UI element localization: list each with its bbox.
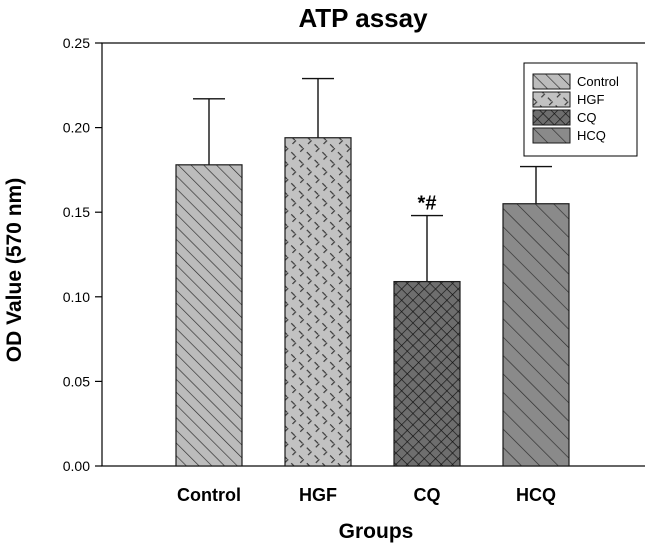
x-category-label-control: Control xyxy=(177,485,241,505)
legend-label-cq: CQ xyxy=(577,110,597,125)
legend: Control HGF CQ HCQ xyxy=(523,62,638,157)
y-tick-label: 0.20 xyxy=(63,120,90,136)
y-tick-label: 0.10 xyxy=(63,289,90,305)
chart-title: ATP assay xyxy=(298,3,428,33)
annotations: *# xyxy=(418,193,437,215)
legend-label-hgf: HGF xyxy=(577,92,605,107)
y-axis-ticks: 0.00 0.05 0.10 0.15 0.20 0.25 xyxy=(63,35,102,474)
x-category-label-hcq: HCQ xyxy=(516,485,556,505)
y-tick-label: 0.25 xyxy=(63,35,90,51)
y-tick-label: 0.00 xyxy=(63,458,90,474)
y-axis-label: OD Value (570 nm) xyxy=(3,178,26,362)
bar-hgf xyxy=(284,137,352,467)
x-axis-categories: Control HGF CQ HCQ xyxy=(177,485,556,505)
legend-label-hcq: HCQ xyxy=(577,128,606,143)
x-category-label-cq: CQ xyxy=(414,485,441,505)
legend-label-control: Control xyxy=(577,74,619,89)
bar-hcq xyxy=(502,203,570,467)
legend-swatch-cq xyxy=(532,109,571,126)
x-category-label-hgf: HGF xyxy=(299,485,337,505)
bar-control xyxy=(175,164,243,467)
y-tick-label: 0.15 xyxy=(63,204,90,220)
legend-swatch-hcq xyxy=(532,127,571,144)
significance-annotation: *# xyxy=(418,193,437,215)
legend-swatch-control xyxy=(532,73,571,90)
plot-frame xyxy=(101,42,645,467)
y-tick-label: 0.05 xyxy=(63,373,90,389)
bars xyxy=(175,77,570,467)
x-axis-label: Groups xyxy=(339,520,414,543)
legend-swatch-hgf xyxy=(532,91,571,108)
bar-cq xyxy=(393,280,461,467)
